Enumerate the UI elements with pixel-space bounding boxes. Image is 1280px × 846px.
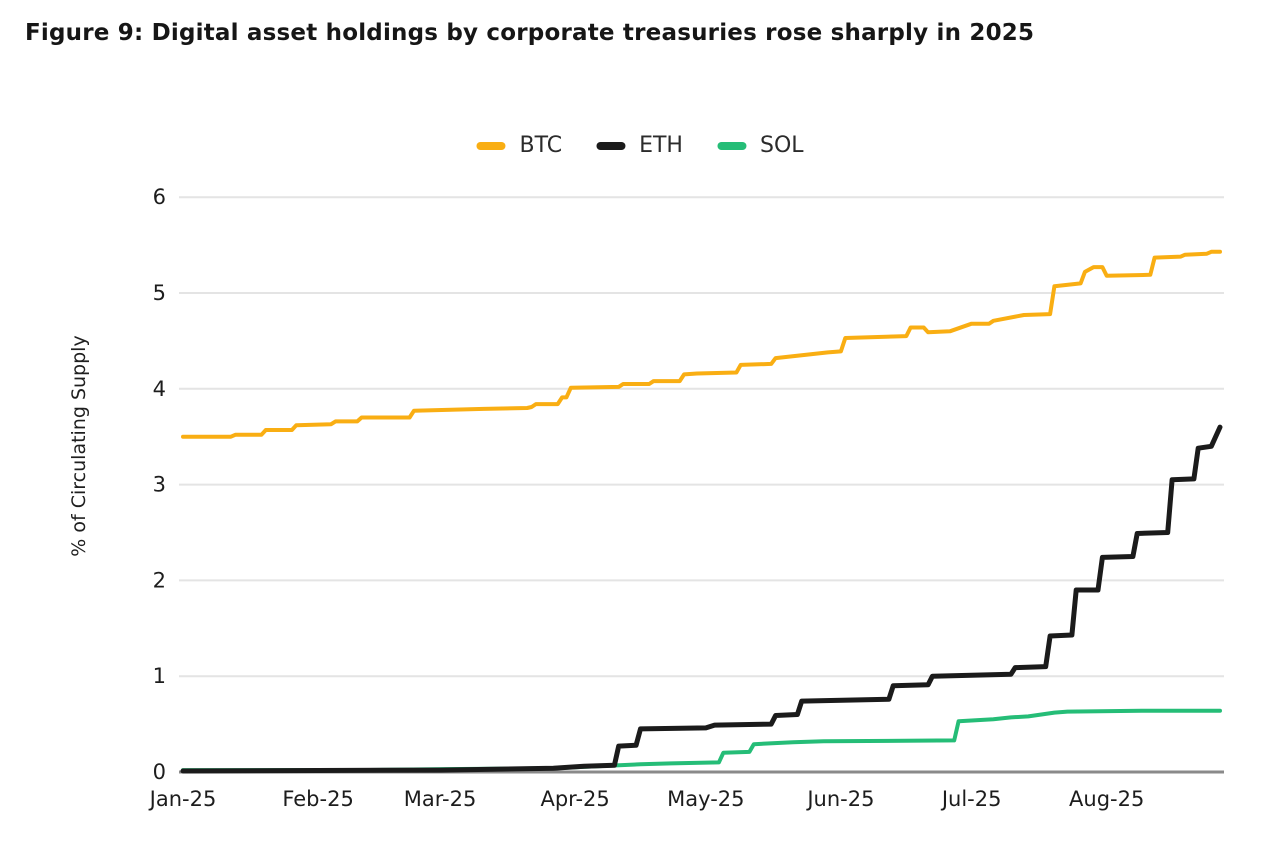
y-tick-label: 3 [153, 473, 166, 497]
legend-label-eth: ETH [639, 133, 683, 158]
legend-item-eth: ETH [596, 133, 683, 158]
y-tick-label: 2 [153, 568, 166, 592]
btc-series-line [181, 249, 1222, 439]
legend-item-sol: SOL [716, 133, 804, 158]
legend-label-sol: SOL [759, 133, 804, 158]
eth-line-swatch [596, 141, 626, 150]
x-tick-label: Jul-25 [940, 787, 1002, 811]
y-tick-label: 1 [153, 664, 166, 688]
sol-series-line [181, 708, 1222, 773]
y-tick-label: 0 [153, 760, 166, 784]
x-tick-label: Feb-25 [282, 787, 353, 811]
eth-series-line [180, 424, 1223, 774]
sol-line-swatch [716, 141, 746, 150]
y-tick-label: 4 [153, 377, 166, 401]
legend-label-btc: BTC [519, 133, 563, 158]
x-tick-label: May-25 [667, 787, 744, 811]
legend-item-btc: BTC [476, 133, 562, 158]
y-tick-label: 5 [153, 281, 166, 305]
x-tick-label: Apr-25 [540, 787, 609, 811]
x-tick-label: Jun-25 [805, 787, 874, 811]
figure-title: Figure 9: Digital asset holdings by corp… [25, 20, 1035, 46]
x-tick-label: Aug-25 [1069, 787, 1144, 811]
y-tick-label: 6 [153, 185, 166, 209]
x-tick-label: Mar-25 [404, 787, 477, 811]
x-tick-label: Jan-25 [148, 787, 217, 811]
chart-legend: BTC ETH SOL [476, 133, 804, 158]
btc-line-swatch [476, 141, 506, 150]
